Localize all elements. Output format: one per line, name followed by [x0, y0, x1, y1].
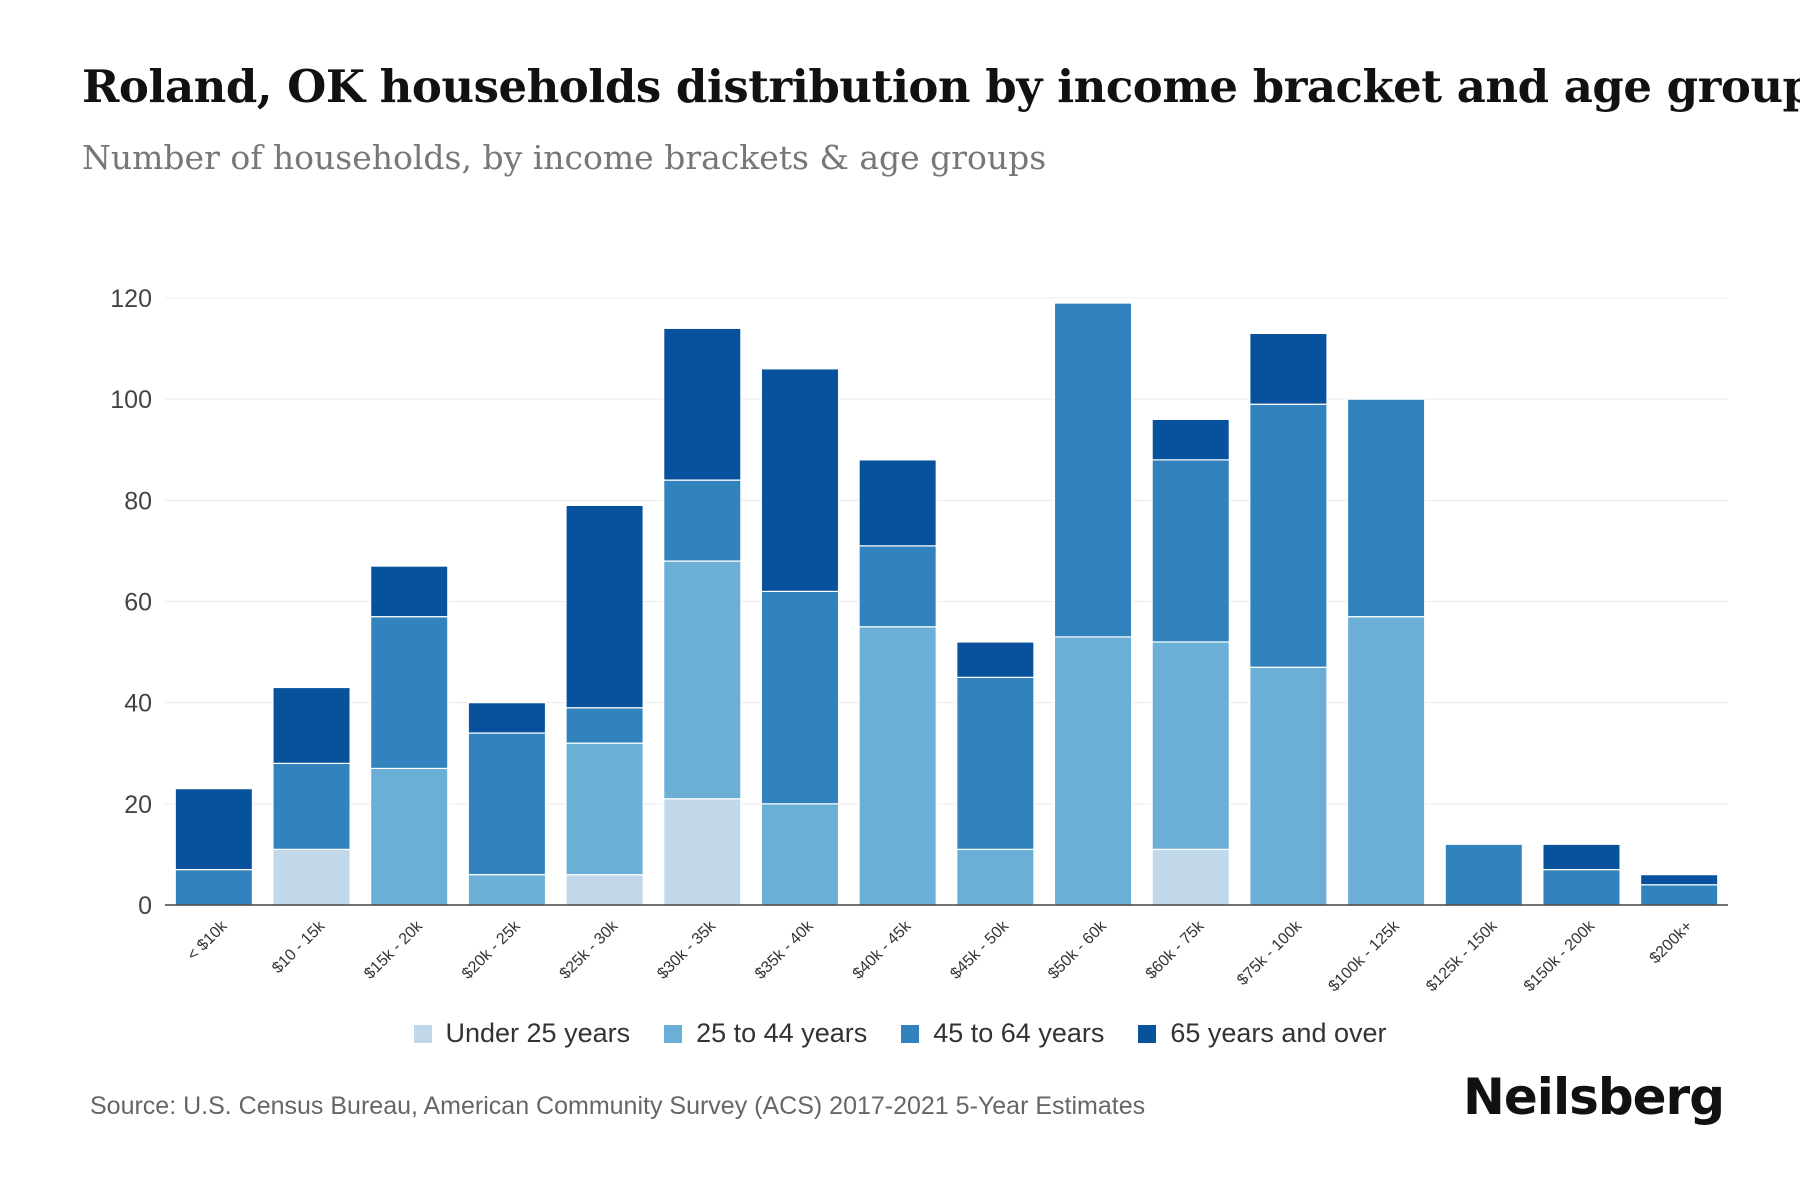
bar-segment [1151, 459, 1230, 643]
bar-segment [370, 767, 449, 906]
x-tick-label: $15k - 20k [361, 917, 427, 983]
x-tick-label: $25k - 30k [557, 917, 623, 983]
bar-segment [1639, 874, 1719, 886]
x-tick-label: $60k - 75k [1143, 917, 1209, 983]
bar-segment [1053, 302, 1133, 638]
bar-segment [1151, 641, 1230, 850]
legend-swatch [1138, 1024, 1157, 1043]
bar-segment [663, 479, 742, 562]
y-tick-label: 60 [124, 589, 152, 617]
bar-segment [858, 626, 937, 906]
bar-segment [956, 641, 1035, 678]
x-tick-label: $10 - 15k [269, 917, 329, 977]
x-tick-label: $75k - 100k [1234, 917, 1306, 989]
bar-segment [272, 848, 351, 906]
legend-swatch [901, 1024, 920, 1043]
legend-label: 45 to 64 years [933, 1018, 1105, 1048]
chart-subtitle: Number of households, by income brackets… [82, 138, 1047, 177]
x-tick-label: $45k - 50k [947, 917, 1013, 983]
bar-segment [467, 732, 547, 876]
bar-segment [760, 368, 840, 592]
y-tick-label: 80 [124, 487, 152, 515]
bar-segment [858, 545, 937, 628]
legend-label: Under 25 years [445, 1018, 631, 1048]
bar-segment [1542, 868, 1621, 906]
bar-segment [467, 874, 547, 906]
bar-segment [858, 459, 937, 547]
legend-label: 65 years and over [1170, 1018, 1387, 1048]
x-tick-label: $150k - 200k [1521, 917, 1599, 995]
stacked-bar-chart: 0 20 40 60 80 100 120 < $10k $10 - 15k $15k - 20k… [110, 285, 1728, 995]
y-tick-label: 20 [124, 791, 152, 819]
bar-segment [174, 788, 254, 871]
bar-segment [663, 798, 742, 906]
bar-segment [565, 742, 644, 876]
bar-segment [1444, 843, 1523, 906]
bar-segment [1053, 636, 1133, 906]
bar-segment [1151, 848, 1230, 906]
bar-segment [272, 762, 351, 850]
y-tick-label: 0 [138, 892, 152, 920]
source-note: Source: U.S. Census Bureau, American Com… [90, 1092, 1146, 1120]
y-tick-label: 40 [124, 690, 152, 718]
bar-segment [760, 803, 840, 906]
legend-item: 65 years and over [1138, 1018, 1387, 1049]
bar-segment [663, 327, 742, 481]
brand-logo: Neilsberg [1463, 1068, 1725, 1126]
bar-segment [1249, 666, 1328, 906]
bar-segment [1639, 884, 1719, 906]
bar-segment [174, 868, 254, 906]
x-tick-label: $35k - 40k [752, 917, 818, 983]
bar-segment [1151, 418, 1230, 461]
legend-swatch [413, 1024, 432, 1043]
x-tick-label: $200k+ [1647, 918, 1696, 967]
x-tick-label: $20k - 25k [459, 917, 525, 983]
bar-segment [1346, 398, 1426, 618]
chart-legend: Under 25 years 25 to 44 years 45 to 64 yea… [0, 1018, 1800, 1049]
legend-item: 25 to 44 years [664, 1018, 867, 1049]
bar-segment [1346, 616, 1426, 906]
x-tick-label: < $10k [184, 917, 231, 964]
legend-item: 45 to 64 years [901, 1018, 1104, 1049]
bar-segment [956, 676, 1035, 850]
bar-segment [663, 560, 742, 800]
bar-segment [272, 686, 351, 764]
bar-segment [565, 504, 644, 709]
bar-segment [565, 707, 644, 744]
x-tick-label: $50k - 60k [1045, 917, 1111, 983]
bar-segment [370, 565, 449, 618]
bar-segment [760, 590, 840, 805]
bar-segment [956, 848, 1035, 906]
bar-segment [1249, 332, 1328, 405]
x-tick-label: $100k - 125k [1325, 917, 1403, 995]
y-tick-label: 100 [110, 386, 152, 414]
bar-segment [1249, 403, 1328, 668]
chart-title: Roland, OK households distribution by in… [82, 60, 1800, 113]
legend-label: 25 to 44 years [696, 1018, 868, 1048]
x-tick-label: $40k - 45k [850, 917, 916, 983]
legend-swatch [664, 1024, 683, 1043]
x-tick-label: $125k - 150k [1423, 917, 1501, 995]
bar-segment [370, 616, 449, 770]
bar-segment [1542, 843, 1621, 871]
x-tick-label: $30k - 35k [654, 917, 720, 983]
bar-segment [565, 874, 644, 906]
bar-segment [467, 702, 547, 734]
y-tick-label: 120 [110, 285, 152, 313]
legend-item: Under 25 years [413, 1018, 631, 1049]
